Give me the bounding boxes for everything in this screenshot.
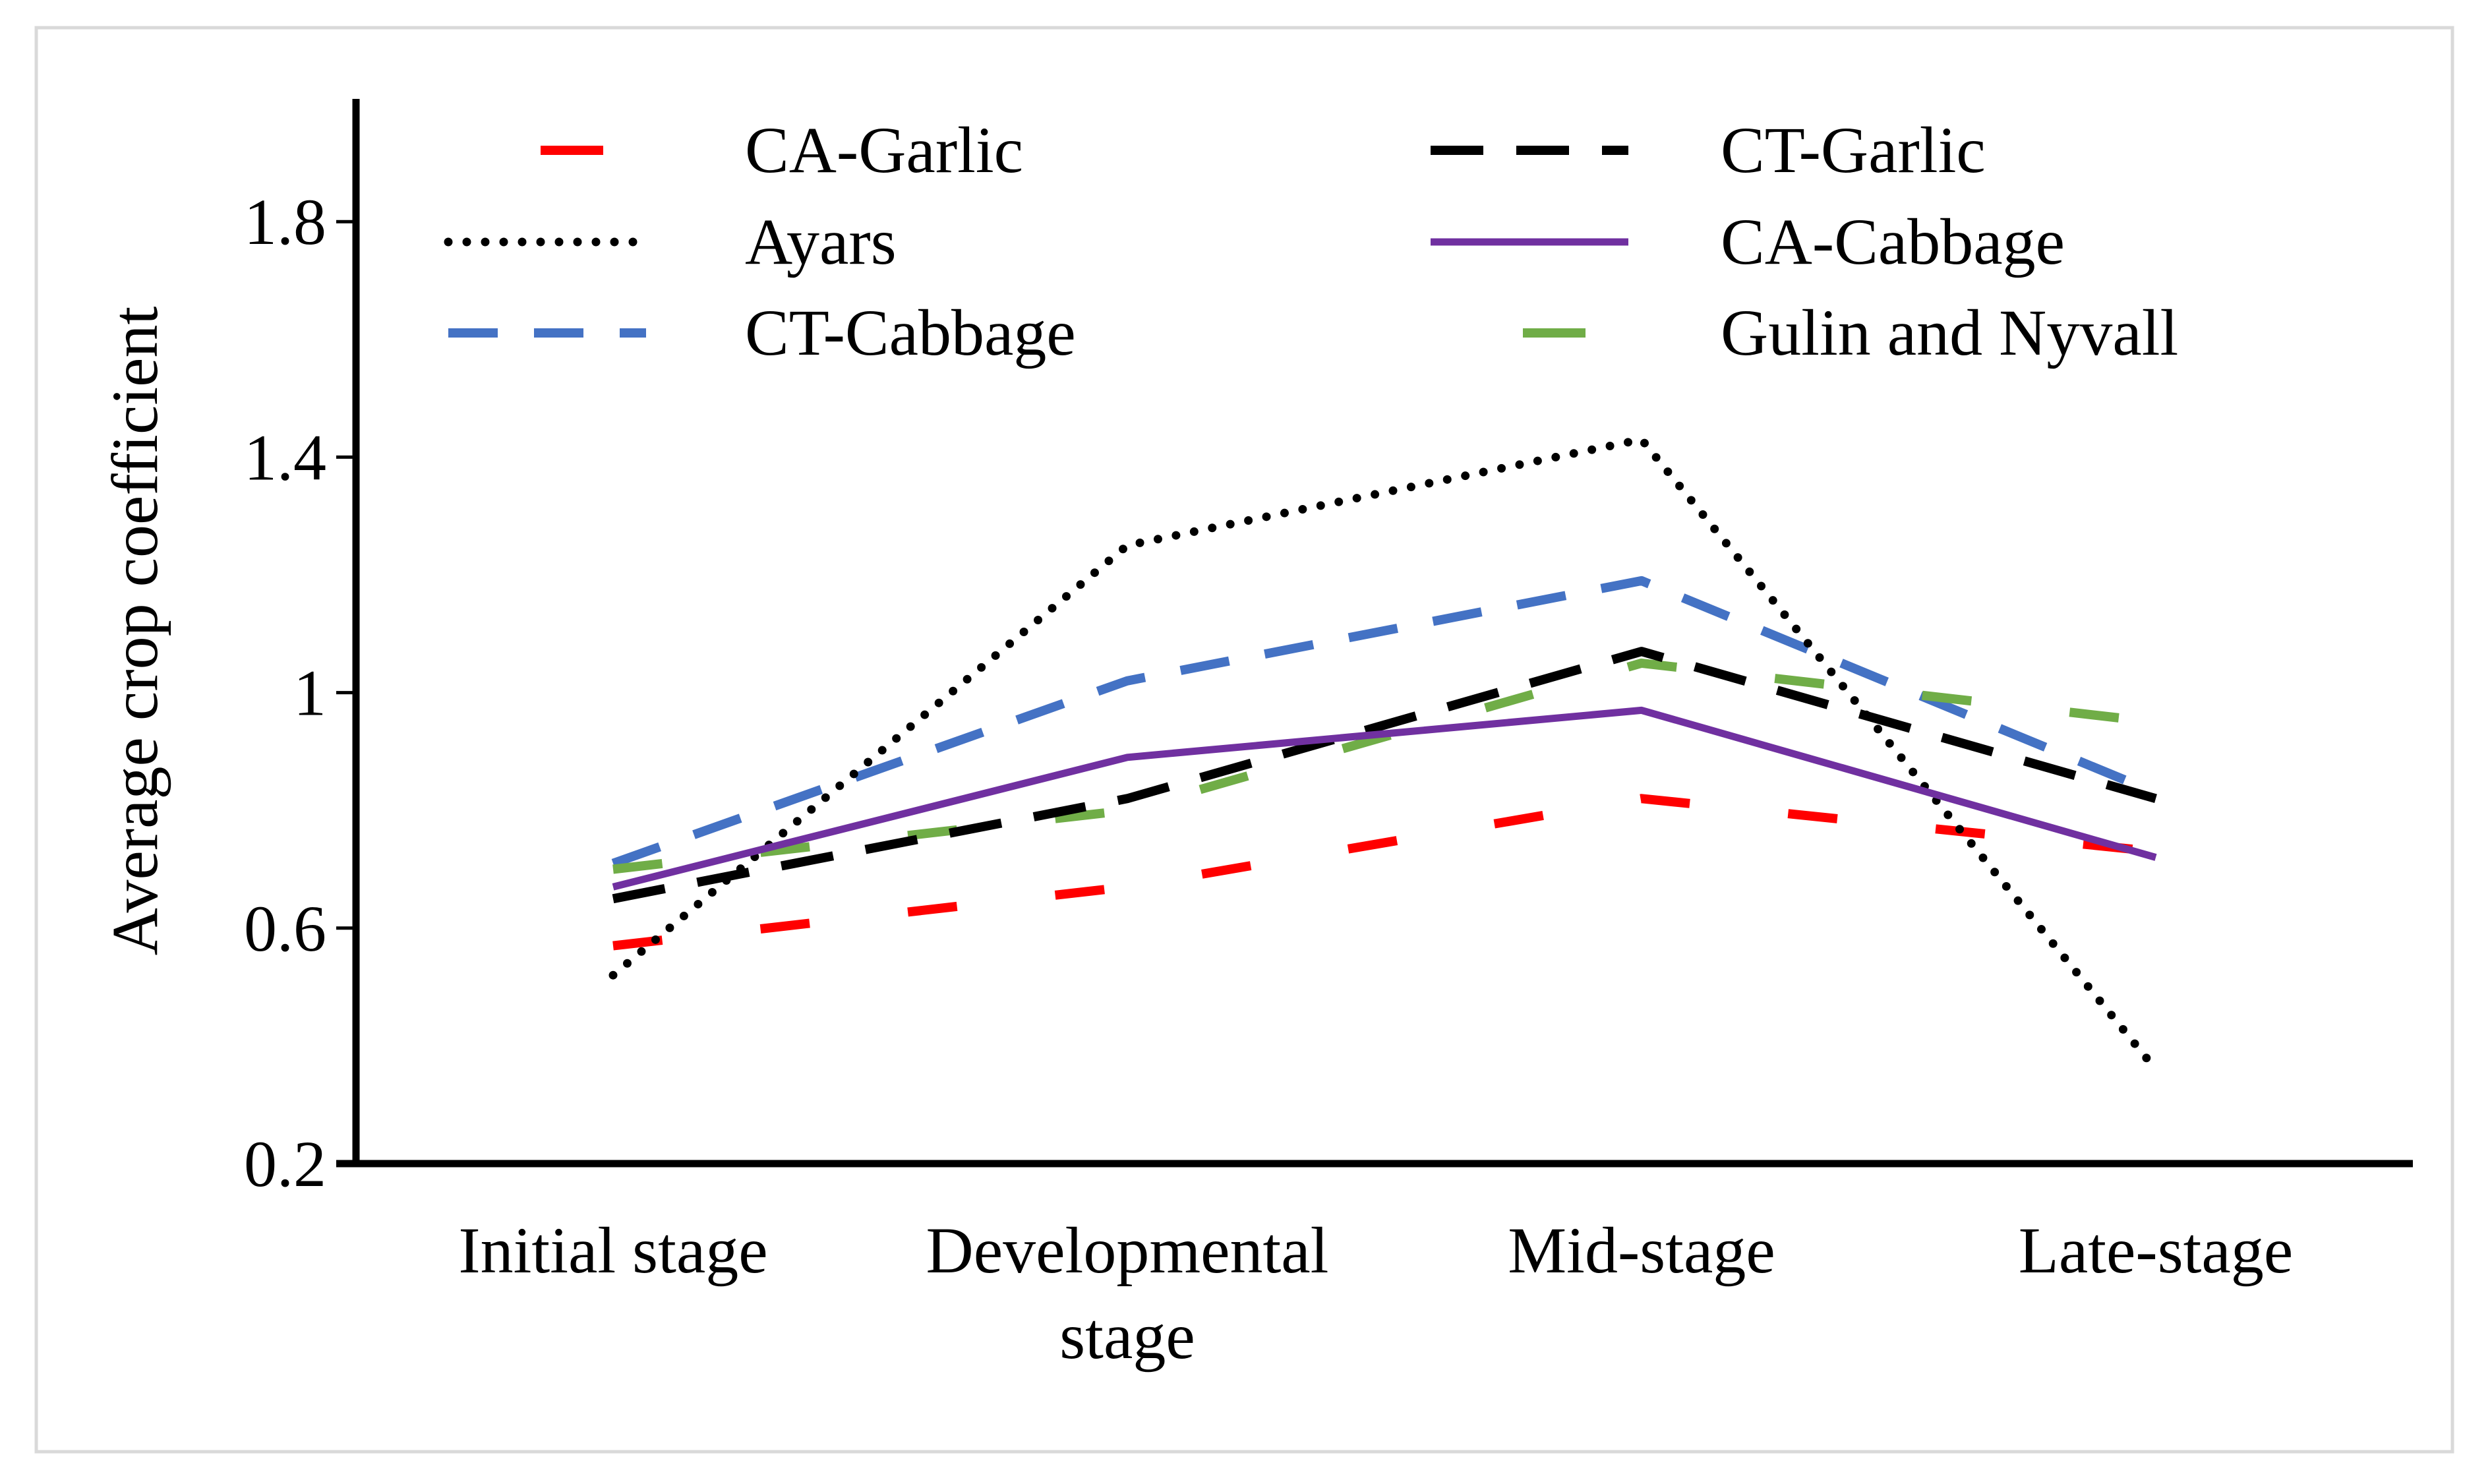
- series-line-ct-cabbage: [611, 576, 2158, 868]
- x-tick-label-line: Initial stage: [458, 1214, 767, 1287]
- x-tick-label-line: Developmental: [926, 1214, 1329, 1287]
- y-tick-label: 0.6: [244, 892, 326, 965]
- x-tick-label-line: stage: [1059, 1299, 1195, 1373]
- x-tick-label: Initial stage: [458, 1214, 767, 1287]
- y-tick-label: 1.8: [244, 185, 326, 258]
- y-axis-title: Average crop coefficient: [98, 306, 171, 955]
- series-lines: [608, 435, 2160, 1074]
- x-tick-label: Developmental stage: [926, 1214, 1329, 1373]
- series-line-ca-garlic: [612, 794, 2156, 951]
- legend-label: Ayars: [745, 205, 897, 278]
- legend-label: Gulin and Nyvall: [1721, 296, 2178, 369]
- x-axis-labels: Initial stage Developmental stage Mid-stage…: [458, 1214, 2293, 1373]
- y-tick-label: 1: [293, 657, 326, 730]
- x-tick-label: Late-stage: [2019, 1214, 2293, 1287]
- legend-label: CA-Garlic: [745, 113, 1023, 187]
- y-axis-ticks: 0.2 0.6 1 1.4 1.8: [244, 185, 356, 1201]
- legend-label: CT-Cabbage: [745, 296, 1076, 369]
- series-line-ayars: [608, 435, 2160, 1074]
- series-line-ct-garlic: [612, 647, 2157, 904]
- legend: CA-Garlic CT-Garlic Ayars CA-Cabbage CT-Cabb…: [444, 113, 2178, 369]
- series-line-ca-cabbage: [612, 706, 2157, 891]
- legend-label: CA-Cabbage: [1721, 205, 2065, 278]
- x-tick-label-line: Late-stage: [2019, 1214, 2293, 1287]
- x-tick-label: Mid-stage: [1508, 1214, 1775, 1287]
- y-tick-label: 1.4: [244, 421, 326, 494]
- chart-border: [34, 26, 2454, 1454]
- legend-label: CT-Garlic: [1721, 113, 1986, 187]
- y-tick-label: 0.2: [244, 1127, 326, 1201]
- x-tick-label-line: Mid-stage: [1508, 1214, 1775, 1287]
